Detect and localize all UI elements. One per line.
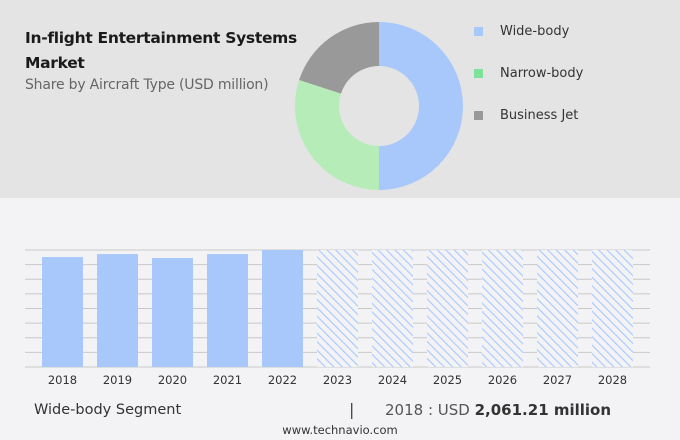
segment-value: 2018 : USD 2,061.21 million <box>385 401 611 419</box>
x-tick-label: 2024 <box>378 373 407 387</box>
page-subtitle: Share by Aircraft Type (USD million) <box>25 77 269 93</box>
value-label: 2,061.21 million <box>474 401 612 419</box>
donut-slice-narrow-body <box>295 80 379 190</box>
bar-2021 <box>207 254 248 367</box>
x-tick-label: 2027 <box>543 373 572 387</box>
x-tick-label: 2020 <box>158 373 187 387</box>
forecast-bar-2025 <box>427 250 468 367</box>
bar-2019 <box>97 254 138 367</box>
bar-2018 <box>42 257 83 367</box>
forecast-bar-2027 <box>537 250 578 367</box>
forecast-bar-2023 <box>317 250 358 367</box>
legend-item-wide-body: Wide-body <box>474 10 583 52</box>
x-tick-label: 2026 <box>488 373 517 387</box>
x-tick-label: 2023 <box>323 373 352 387</box>
legend-swatch <box>474 26 483 36</box>
page-title: In-flight Entertainment Systems Market <box>25 29 297 72</box>
legend-label: Business Jet <box>500 107 579 123</box>
x-tick-label: 2022 <box>268 373 297 387</box>
forecast-bar-2024 <box>372 250 413 367</box>
forecast-bar-2028 <box>592 250 633 367</box>
segment-label: Wide-body Segment <box>34 402 182 418</box>
legend-swatch <box>474 110 483 120</box>
bar-2020 <box>152 258 193 367</box>
legend: Wide-body Narrow-body Business Jet <box>474 10 583 136</box>
x-tick-label: 2025 <box>433 373 462 387</box>
separator: | <box>349 400 355 419</box>
legend-item-business-jet: Business Jet <box>474 94 583 136</box>
x-tick-label: 2019 <box>103 373 132 387</box>
x-tick-label: 2018 <box>48 373 77 387</box>
legend-item-narrow-body: Narrow-body <box>474 52 583 94</box>
legend-label: Wide-body <box>500 23 570 39</box>
x-tick-label: 2021 <box>213 373 242 387</box>
donut-slice-business-jet <box>299 21 379 94</box>
site-url: www.technavio.com <box>282 423 398 437</box>
bar-2022 <box>262 250 303 367</box>
legend-label: Narrow-body <box>500 65 584 81</box>
legend-swatch <box>474 68 483 78</box>
forecast-bar-2026 <box>482 250 523 367</box>
year-label: 2018 : USD <box>385 401 470 419</box>
x-tick-label: 2028 <box>598 373 627 387</box>
donut-slice-wide-body <box>379 22 463 190</box>
